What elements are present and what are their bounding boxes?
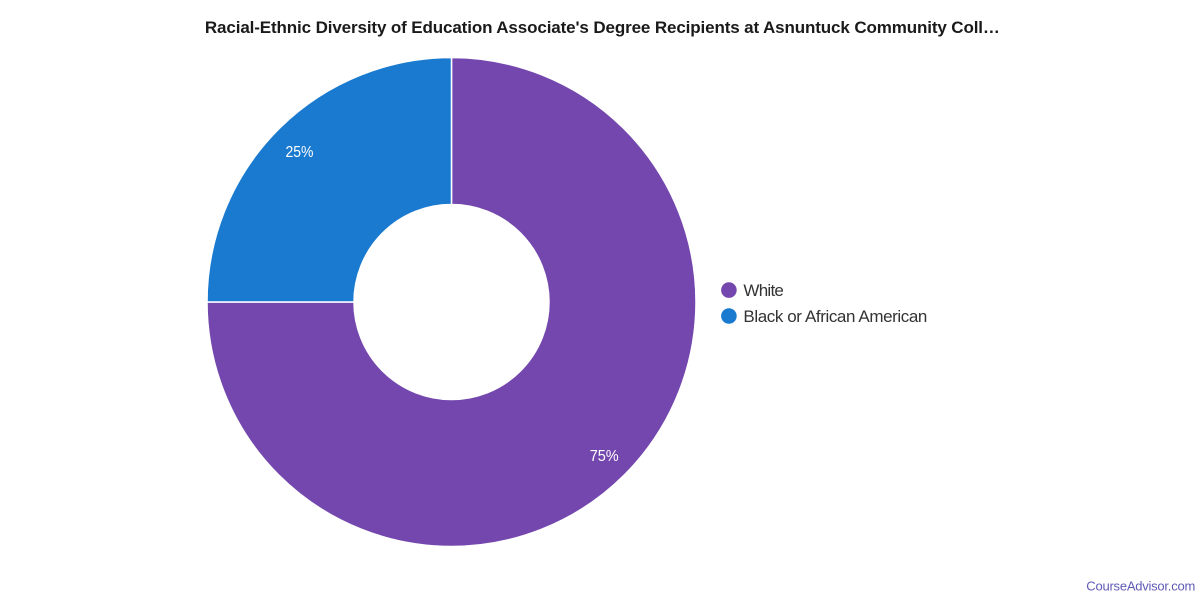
svg-text:25%: 25% [286, 144, 314, 161]
svg-text:Black or African American: Black or African American [743, 307, 927, 326]
svg-text:75%: 75% [590, 448, 619, 465]
svg-text:CourseAdvisor.com: CourseAdvisor.com [1086, 579, 1195, 594]
svg-text:Racial-Ethnic Diversity of Edu: Racial-Ethnic Diversity of Education Ass… [205, 18, 1000, 37]
svg-text:White: White [743, 281, 784, 300]
